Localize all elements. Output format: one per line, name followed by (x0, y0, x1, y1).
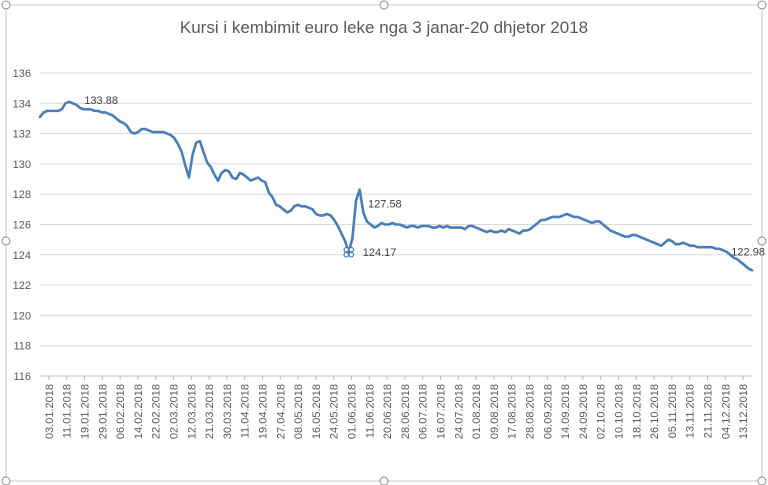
x-tick-label: 16.07.2018 (436, 384, 448, 439)
selection-dot (343, 251, 350, 258)
x-tick-label: 19.04.2018 (258, 384, 270, 439)
x-tick-label: 29.01.2018 (97, 384, 109, 439)
selected-point-marker[interactable] (343, 246, 355, 258)
y-tick-label: 132 (13, 129, 31, 141)
resize-handle[interactable] (757, 0, 767, 10)
x-tick-label: 16.05.2018 (311, 384, 323, 439)
x-tick-label: 14.09.2018 (560, 384, 572, 439)
y-tick-label: 118 (13, 341, 31, 353)
x-tick-label: 01.06.2018 (347, 384, 359, 439)
x-axis: 03.01.2018 11.01.2018 19.01.2018 29.01.2018… (44, 376, 750, 439)
series-layer[interactable] (38, 100, 754, 272)
x-tick-label: 22.02.2018 (151, 384, 163, 439)
x-tick-label: 02.03.2018 (169, 384, 181, 439)
resize-handle[interactable] (379, 476, 389, 485)
y-tick-label: 116 (13, 371, 31, 383)
y-tick-label: 128 (13, 189, 31, 201)
y-tick-label: 122 (13, 280, 31, 292)
data-label: 133.88 (84, 95, 118, 107)
x-tick-label: 18.10.2018 (631, 384, 643, 439)
x-tick-label: 30.03.2018 (222, 384, 234, 439)
x-tick-label: 09.08.2018 (489, 384, 501, 439)
resize-handle[interactable] (379, 0, 389, 10)
x-tick-label: 04.12.2018 (720, 384, 732, 439)
x-tick-label: 05.11.2018 (667, 384, 679, 438)
x-tick-label: 24.09.2018 (578, 384, 590, 439)
x-tick-label: 24.07.2018 (453, 384, 465, 439)
x-tick-label: 20.06.2018 (382, 384, 394, 439)
x-tick-label: 06.07.2018 (418, 384, 430, 439)
x-tick-label: 06.02.2018 (115, 384, 127, 439)
x-tick-label: 08.05.2018 (293, 384, 305, 439)
x-tick-label: 13.11.2018 (685, 384, 697, 438)
x-tick-label: 14.02.2018 (133, 384, 145, 439)
data-labels: 133.88 124.17 127.58 122.98 (84, 95, 765, 259)
x-tick-label: 26.10.2018 (649, 384, 661, 439)
gridlines (40, 72, 752, 377)
data-label: 122.98 (731, 247, 765, 259)
x-tick-label: 11.06.2018 (364, 384, 376, 438)
x-tick-label: 01.08.2018 (471, 384, 483, 439)
selection-dot (343, 246, 350, 253)
x-tick-label: 21.03.2018 (204, 384, 216, 439)
x-tick-label: 12.03.2018 (186, 384, 198, 439)
x-tick-label: 11.01.2018 (62, 384, 74, 438)
x-tick-label: 02.10.2018 (596, 384, 608, 439)
y-tick-label: 126 (13, 220, 31, 232)
x-tick-label: 21.11.2018 (703, 384, 715, 438)
chart-title: Kursi i kembimit euro leke nga 3 janar-2… (180, 18, 588, 37)
x-tick-label: 06.09.2018 (542, 384, 554, 439)
resize-handle[interactable] (1, 236, 11, 246)
y-tick-label: 130 (13, 159, 31, 171)
x-tick-label: 11.04.2018 (240, 384, 252, 438)
selection-dot (348, 246, 355, 253)
data-label: 127.58 (368, 199, 402, 211)
x-tick-label: 19.01.2018 (80, 384, 92, 439)
x-tick-label: 28.06.2018 (400, 384, 412, 439)
x-tick-label: 24.05.2018 (329, 384, 341, 439)
x-tick-label: 13.12.2018 (738, 384, 750, 439)
x-tick-label: 03.01.2018 (44, 384, 56, 439)
y-axis: 116 118 120 122 124 126 128 130 132 134 136 (13, 68, 31, 383)
resize-handle[interactable] (1, 0, 11, 10)
x-tick-label: 10.10.2018 (614, 384, 626, 439)
x-tick-label: 17.08.2018 (507, 384, 519, 439)
resize-handle[interactable] (1, 476, 11, 485)
resize-handle[interactable] (757, 476, 767, 485)
x-tick-label: 28.08.2018 (525, 384, 537, 439)
resize-handle[interactable] (757, 236, 767, 246)
y-tick-label: 134 (13, 98, 31, 110)
y-tick-label: 136 (13, 68, 31, 80)
y-tick-label: 124 (13, 250, 31, 262)
exchange-rate-line[interactable] (38, 100, 754, 272)
y-tick-label: 120 (13, 310, 31, 322)
x-tick-label: 27.04.2018 (275, 384, 287, 439)
selection-dot (348, 251, 355, 258)
data-label: 124.17 (363, 247, 397, 259)
